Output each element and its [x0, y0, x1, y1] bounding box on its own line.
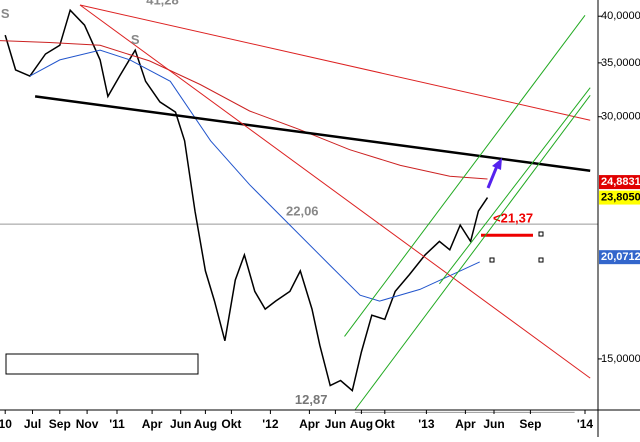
arrow-head	[492, 158, 502, 170]
x-tick-label: '12	[262, 417, 279, 431]
annotation: S	[1, 6, 10, 21]
x-tick-label: Jun	[170, 417, 191, 431]
copyright-box	[5, 353, 199, 375]
y-tick-label: 40,0000	[601, 10, 640, 22]
annotation: S	[131, 32, 140, 47]
price-tag-label: 24,8831	[601, 176, 640, 188]
x-tick-label: Jul	[24, 417, 41, 431]
series-line	[34, 95, 591, 173]
x-tick-label: Jun	[325, 417, 346, 431]
price-tag-label: 23,8050	[601, 191, 640, 203]
series-line	[79, 4, 591, 121]
y-tick-label: 30,0000	[601, 111, 640, 123]
plot-area: 22,06 <21,37 12,87 S S 41,28	[0, 0, 598, 413]
x-tick-label: Apr	[142, 417, 163, 431]
x-tick-label: Okt	[221, 417, 241, 431]
level-label: <21,37	[493, 211, 533, 226]
x-tick-label: '14	[577, 417, 594, 431]
x-tick-label: Jun	[483, 417, 504, 431]
x-tick-label: Apr	[299, 417, 320, 431]
x-tick-label: 10	[0, 417, 12, 431]
arrow	[486, 165, 499, 189]
series-line	[344, 15, 586, 337]
x-tick-label: Sep	[519, 417, 541, 431]
series-line	[79, 4, 591, 379]
annotation: 41,28	[146, 0, 179, 7]
x-tick-label: Okt	[375, 417, 395, 431]
price-tag-label: 20,0712	[601, 251, 640, 263]
level-label: 22,06	[286, 204, 319, 219]
series-line	[4, 8, 489, 392]
series-line	[439, 87, 591, 285]
x-tick-label: '13	[418, 417, 435, 431]
x-tick-label: Aug	[350, 417, 373, 431]
x-tick-label: '11	[109, 417, 125, 431]
series-line	[0, 40, 488, 180]
x-tick-label: Sep	[49, 417, 71, 431]
markers	[489, 231, 544, 263]
price-tag	[599, 250, 640, 265]
series-line	[354, 95, 591, 411]
x-tick-label: Aug	[194, 417, 217, 431]
level-label: 12,87	[295, 392, 328, 407]
y-tick-label: 35,0000	[601, 57, 640, 69]
x-tick-label: Apr	[455, 417, 476, 431]
price-tag	[599, 175, 640, 190]
series-line	[29, 49, 480, 302]
y-tick-label: 15,0000	[601, 353, 640, 365]
x-tick-label: Nov	[76, 417, 99, 431]
price-tag	[599, 190, 640, 205]
